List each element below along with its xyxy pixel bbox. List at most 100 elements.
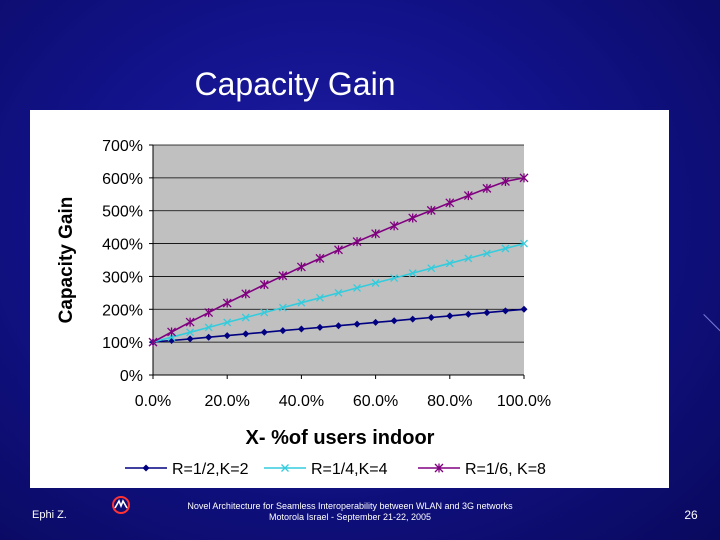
y-tick-labels: 0% 100% 200% 300% 400% 500% 600% 700%: [102, 138, 153, 385]
diamond-marker: [316, 323, 324, 331]
diamond-marker: [186, 335, 194, 343]
grid-lines: [153, 144, 524, 343]
x-marker: [334, 288, 343, 297]
x-axis-label: X- %of users indoor: [246, 427, 435, 449]
y-tick-label: 700%: [102, 138, 143, 155]
y-tick-label: 500%: [102, 204, 143, 221]
x-marker: [278, 303, 287, 312]
x-tick-label: 40.0%: [279, 393, 324, 410]
star-marker: [259, 280, 269, 290]
x-marker: [353, 283, 362, 292]
star-marker: [463, 191, 473, 201]
series-3: [148, 173, 529, 347]
diamond-marker: [205, 333, 213, 341]
motorola-logo-icon: [112, 496, 130, 514]
footer-author: Ephi Z.: [32, 509, 67, 521]
star-marker: [185, 317, 195, 327]
x-marker: [390, 274, 399, 283]
diamond-marker: [223, 332, 231, 340]
diamond-marker: [279, 327, 287, 335]
diamond-marker: [353, 320, 361, 328]
footer-caption: Novel Architecture for Seamless Interope…: [140, 501, 560, 523]
diamond-marker: [297, 325, 305, 333]
legend-label: R=1/4,K=4: [311, 461, 388, 478]
x-marker: [520, 239, 528, 248]
legend-item-1: R=1/2,K=2: [125, 461, 249, 478]
chart-container: 0% 100% 200% 300% 400% 500% 600% 700% 0.0% 20.0%…: [30, 110, 669, 488]
star-marker: [500, 176, 510, 186]
diamond-marker: [260, 328, 268, 336]
star-marker: [434, 463, 444, 473]
footer-line-1: Novel Architecture for Seamless Interope…: [187, 501, 513, 511]
x-tick-label: 20.0%: [205, 393, 250, 410]
x-tick-label: 60.0%: [353, 393, 398, 410]
star-marker: [352, 237, 362, 247]
diamond-marker: [242, 330, 250, 338]
star-marker: [296, 262, 306, 272]
x-marker: [241, 313, 250, 322]
x-marker: [427, 264, 436, 273]
star-marker: [222, 298, 232, 308]
diamond-marker: [501, 307, 509, 315]
diamond-marker: [427, 314, 435, 321]
star-marker: [371, 229, 381, 239]
x-marker: [464, 254, 473, 263]
diamond-marker: [446, 312, 454, 320]
star-marker: [408, 213, 418, 223]
legend: R=1/2,K=2 R=1/4,K=4 R=1/6, K=8: [125, 461, 546, 478]
x-marker: [260, 308, 269, 317]
footer-line-2: Motorola Israel - September 21-22, 2005: [268, 512, 432, 522]
x-tick-labels: 0.0% 20.0% 40.0% 60.0% 80.0% 100.0%: [135, 375, 551, 410]
legend-item-3: R=1/6, K=8: [418, 461, 546, 478]
capacity-gain-chart: 0% 100% 200% 300% 400% 500% 600% 700% 0.0% 20.0%…: [56, 138, 551, 478]
star-marker: [315, 253, 325, 263]
y-tick-label: 400%: [102, 237, 143, 254]
x-tick-label: 0.0%: [135, 393, 171, 410]
star-marker: [278, 271, 288, 281]
star-marker: [445, 198, 455, 208]
star-marker: [519, 173, 529, 183]
slide-title: Capacity Gain: [194, 66, 396, 102]
star-marker: [389, 221, 399, 231]
y-tick-label: 300%: [102, 269, 143, 286]
x-tick-label: 80.0%: [427, 393, 472, 410]
diamond-marker: [335, 322, 342, 330]
diamond-marker: [142, 464, 150, 472]
diamond-marker: [483, 309, 491, 317]
page-number: 26: [684, 508, 698, 522]
star-marker: [426, 205, 436, 215]
y-tick-label: 100%: [102, 335, 143, 352]
x-marker: [297, 298, 306, 307]
y-tick-label: 0%: [120, 368, 143, 385]
y-axis-label: Capacity Gain: [56, 197, 77, 324]
x-marker: [408, 269, 417, 278]
legend-label: R=1/6, K=8: [465, 461, 546, 478]
x-tick-label: 100.0%: [497, 393, 551, 410]
axes: [152, 145, 524, 376]
legend-item-2: R=1/4,K=4: [264, 461, 388, 478]
x-marker: [204, 323, 213, 332]
x-marker: [445, 259, 454, 268]
x-marker: [482, 249, 491, 258]
x-marker: [186, 328, 195, 337]
star-marker: [334, 245, 343, 255]
star-marker: [167, 327, 177, 337]
x-marker: [501, 244, 510, 253]
diamond-marker: [372, 318, 380, 326]
legend-label: R=1/2,K=2: [172, 461, 249, 478]
diamond-marker: [409, 315, 417, 323]
star-marker: [148, 337, 158, 347]
star-marker: [241, 289, 251, 299]
y-tick-label: 600%: [102, 171, 143, 188]
series-lines: [148, 173, 529, 347]
diamond-marker: [520, 305, 528, 313]
diamond-marker: [464, 310, 472, 318]
x-marker: [371, 279, 380, 287]
star-marker: [482, 183, 492, 193]
star-marker: [204, 308, 214, 318]
x-marker: [223, 318, 232, 327]
x-marker: [315, 293, 324, 302]
diamond-marker: [390, 317, 398, 325]
y-tick-label: 200%: [102, 302, 143, 319]
x-marker: [281, 464, 289, 472]
